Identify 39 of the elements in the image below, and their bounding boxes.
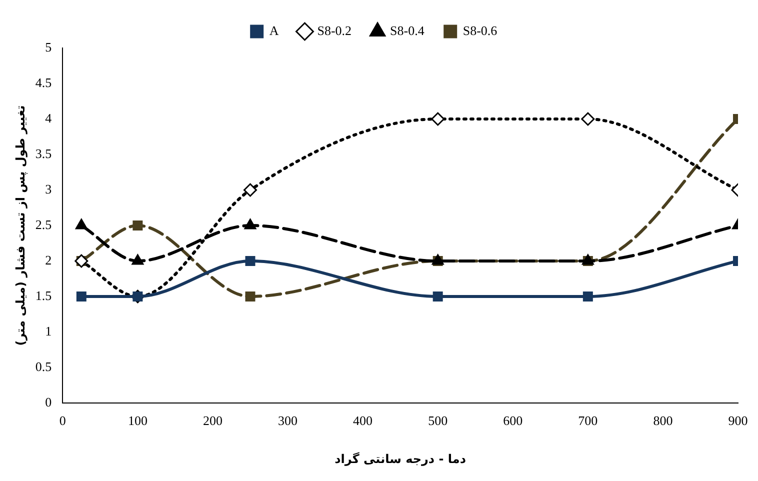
y-tick-label: 4 bbox=[45, 110, 52, 126]
legend-label: A bbox=[269, 22, 280, 38]
x-tick-label: 400 bbox=[353, 413, 373, 428]
point bbox=[75, 218, 88, 230]
x-tick-label: 600 bbox=[503, 413, 523, 428]
point bbox=[132, 254, 144, 265]
x-tick-label: 500 bbox=[428, 413, 448, 428]
legend-label: S8-0.6 bbox=[462, 22, 498, 38]
x-tick-label: 700 bbox=[578, 413, 598, 428]
point bbox=[582, 292, 593, 302]
y-tick-label: 4.5 bbox=[35, 74, 52, 90]
x-tick-label: 900 bbox=[728, 413, 748, 428]
y-tick-label: 1.5 bbox=[35, 288, 52, 303]
point bbox=[245, 292, 256, 302]
y-tick-label: 5 bbox=[45, 39, 52, 54]
y-tick-label: 0.5 bbox=[35, 358, 52, 374]
x-tick-label: 200 bbox=[202, 413, 222, 428]
legend-label: S8-0.4 bbox=[390, 22, 425, 38]
legend-label: S8-0.2 bbox=[317, 22, 352, 38]
y-axis-title: تغییر طول پس از تست فشار (میلی متر) bbox=[13, 105, 28, 346]
y-tick-label: 1 bbox=[45, 323, 52, 338]
point bbox=[581, 112, 595, 126]
point bbox=[132, 220, 143, 230]
point bbox=[431, 112, 445, 126]
point bbox=[76, 292, 86, 302]
y-tick-label: 3.5 bbox=[35, 146, 52, 161]
x-tick-label: 300 bbox=[278, 413, 298, 428]
point bbox=[245, 256, 256, 266]
point bbox=[244, 218, 256, 230]
x-tick-label: 0 bbox=[59, 413, 66, 428]
x-tick-label: 800 bbox=[653, 413, 673, 428]
y-tick-label: 3 bbox=[45, 181, 52, 196]
point bbox=[432, 292, 443, 302]
point bbox=[243, 183, 257, 197]
y-tick-label: 2.5 bbox=[35, 216, 52, 232]
x-tick-label: 100 bbox=[128, 413, 148, 428]
y-tick-label: 2 bbox=[45, 252, 52, 268]
y-tick-label: 0 bbox=[45, 394, 52, 410]
x-axis-title: دما - درجه سانتی گراد bbox=[334, 452, 466, 466]
